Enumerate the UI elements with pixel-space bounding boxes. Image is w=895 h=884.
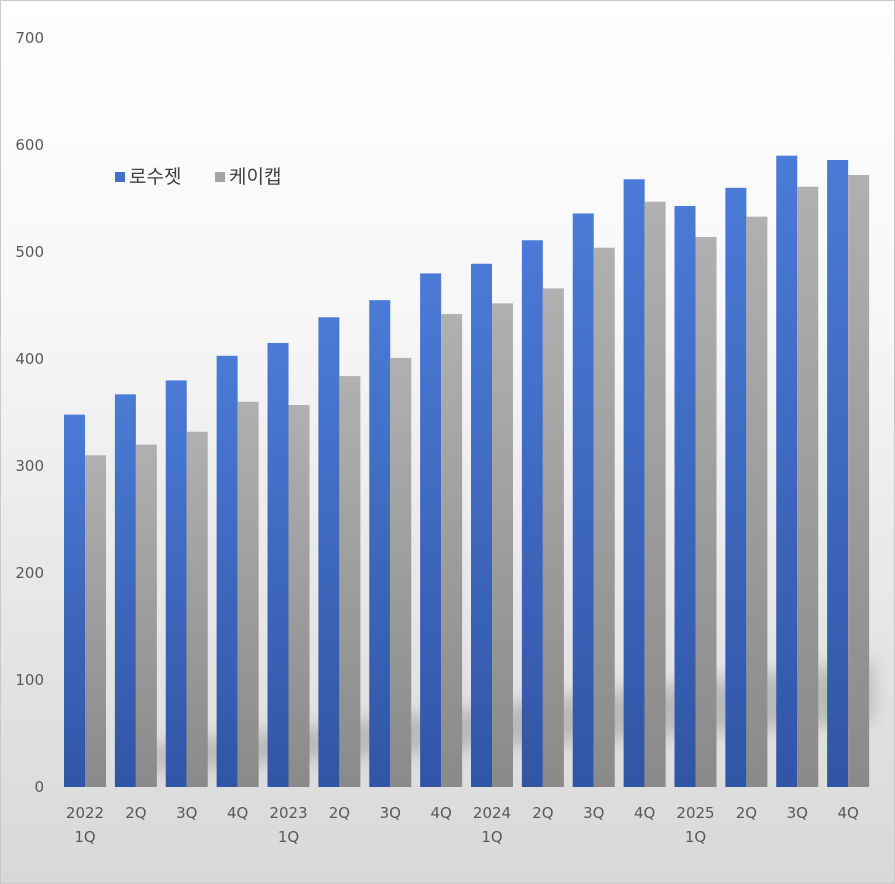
bar-series-2 (848, 174, 870, 787)
bar-series-1 (165, 380, 187, 787)
x-tick-label: 4Q (634, 804, 655, 822)
bar-series-2 (339, 376, 361, 787)
x-axis: 2022 1Q 2Q 3Q 4Q 2023 1Q 2Q 3Q 4Q 2024 1Q 2Q 3Q 4Q 2025… (66, 804, 859, 846)
x-tick-label: 4Q (227, 804, 248, 822)
y-axis: 0 100 200 300 400 500 600 700 (15, 29, 44, 796)
bar-series-2 (695, 237, 717, 787)
y-tick-label: 400 (15, 350, 44, 368)
x-tick-label: 1Q (278, 828, 299, 846)
bar-series-1 (623, 179, 645, 788)
bar-series-1 (369, 300, 391, 787)
bar-series-1 (420, 273, 442, 787)
bar-series-1 (216, 355, 238, 787)
legend-swatch (215, 172, 225, 182)
x-tick-label: 2Q (329, 804, 350, 822)
y-tick-label: 200 (15, 564, 44, 582)
bar-series-2 (135, 444, 157, 787)
bar-series-1 (114, 394, 136, 787)
legend-swatch (115, 172, 125, 182)
bar-series-1 (318, 317, 340, 787)
bar-series-2 (237, 401, 259, 787)
x-tick-label: 2Q (532, 804, 553, 822)
x-tick-label: 2023 (269, 804, 307, 822)
bar-series-1 (471, 263, 492, 787)
x-tick-label: 2Q (125, 804, 146, 822)
x-tick-label: 1Q (481, 828, 502, 846)
x-tick-label: 3Q (380, 804, 401, 822)
bar-series-1 (674, 205, 696, 788)
bar-series-2 (593, 247, 615, 788)
x-tick-label: 3Q (787, 804, 808, 822)
bar-series-2 (390, 357, 412, 787)
bar-series-2 (85, 455, 106, 787)
legend: 로수젯 케이캡 (115, 166, 281, 188)
bar-series-2 (542, 288, 564, 787)
bar-series-1 (827, 159, 849, 788)
legend-label: 케이캡 (229, 166, 281, 188)
x-tick-label: 1Q (74, 828, 95, 846)
x-tick-label: 4Q (837, 804, 858, 822)
y-tick-label: 300 (15, 457, 44, 475)
bar-series-2 (797, 186, 819, 788)
bar-series-2 (746, 216, 768, 787)
x-tick-label: 2Q (736, 804, 757, 822)
y-tick-label: 600 (15, 136, 44, 154)
bar-series-1 (572, 213, 594, 788)
bar-series-2 (644, 201, 666, 787)
bar-series-2 (441, 314, 463, 787)
x-tick-label: 1Q (685, 828, 706, 846)
y-tick-label: 0 (34, 778, 44, 796)
legend-label: 로수젯 (129, 166, 181, 188)
bar-series-2 (288, 405, 310, 787)
y-tick-label: 500 (15, 243, 44, 261)
bar-series-1 (267, 342, 289, 787)
y-tick-label: 700 (15, 29, 44, 47)
bars-group (64, 155, 870, 788)
x-tick-label: 2022 (66, 804, 104, 822)
y-tick-label: 100 (15, 671, 44, 689)
x-tick-label: 2024 (473, 804, 511, 822)
x-tick-label: 2025 (676, 804, 714, 822)
bar-series-1 (521, 240, 543, 788)
bar-series-1 (725, 187, 747, 788)
bar-series-1 (64, 414, 85, 787)
bar-series-2 (186, 431, 208, 787)
x-tick-label: 4Q (430, 804, 451, 822)
x-tick-label: 3Q (176, 804, 197, 822)
bar-series-2 (492, 303, 513, 787)
x-tick-label: 3Q (583, 804, 604, 822)
bar-series-1 (776, 155, 798, 787)
